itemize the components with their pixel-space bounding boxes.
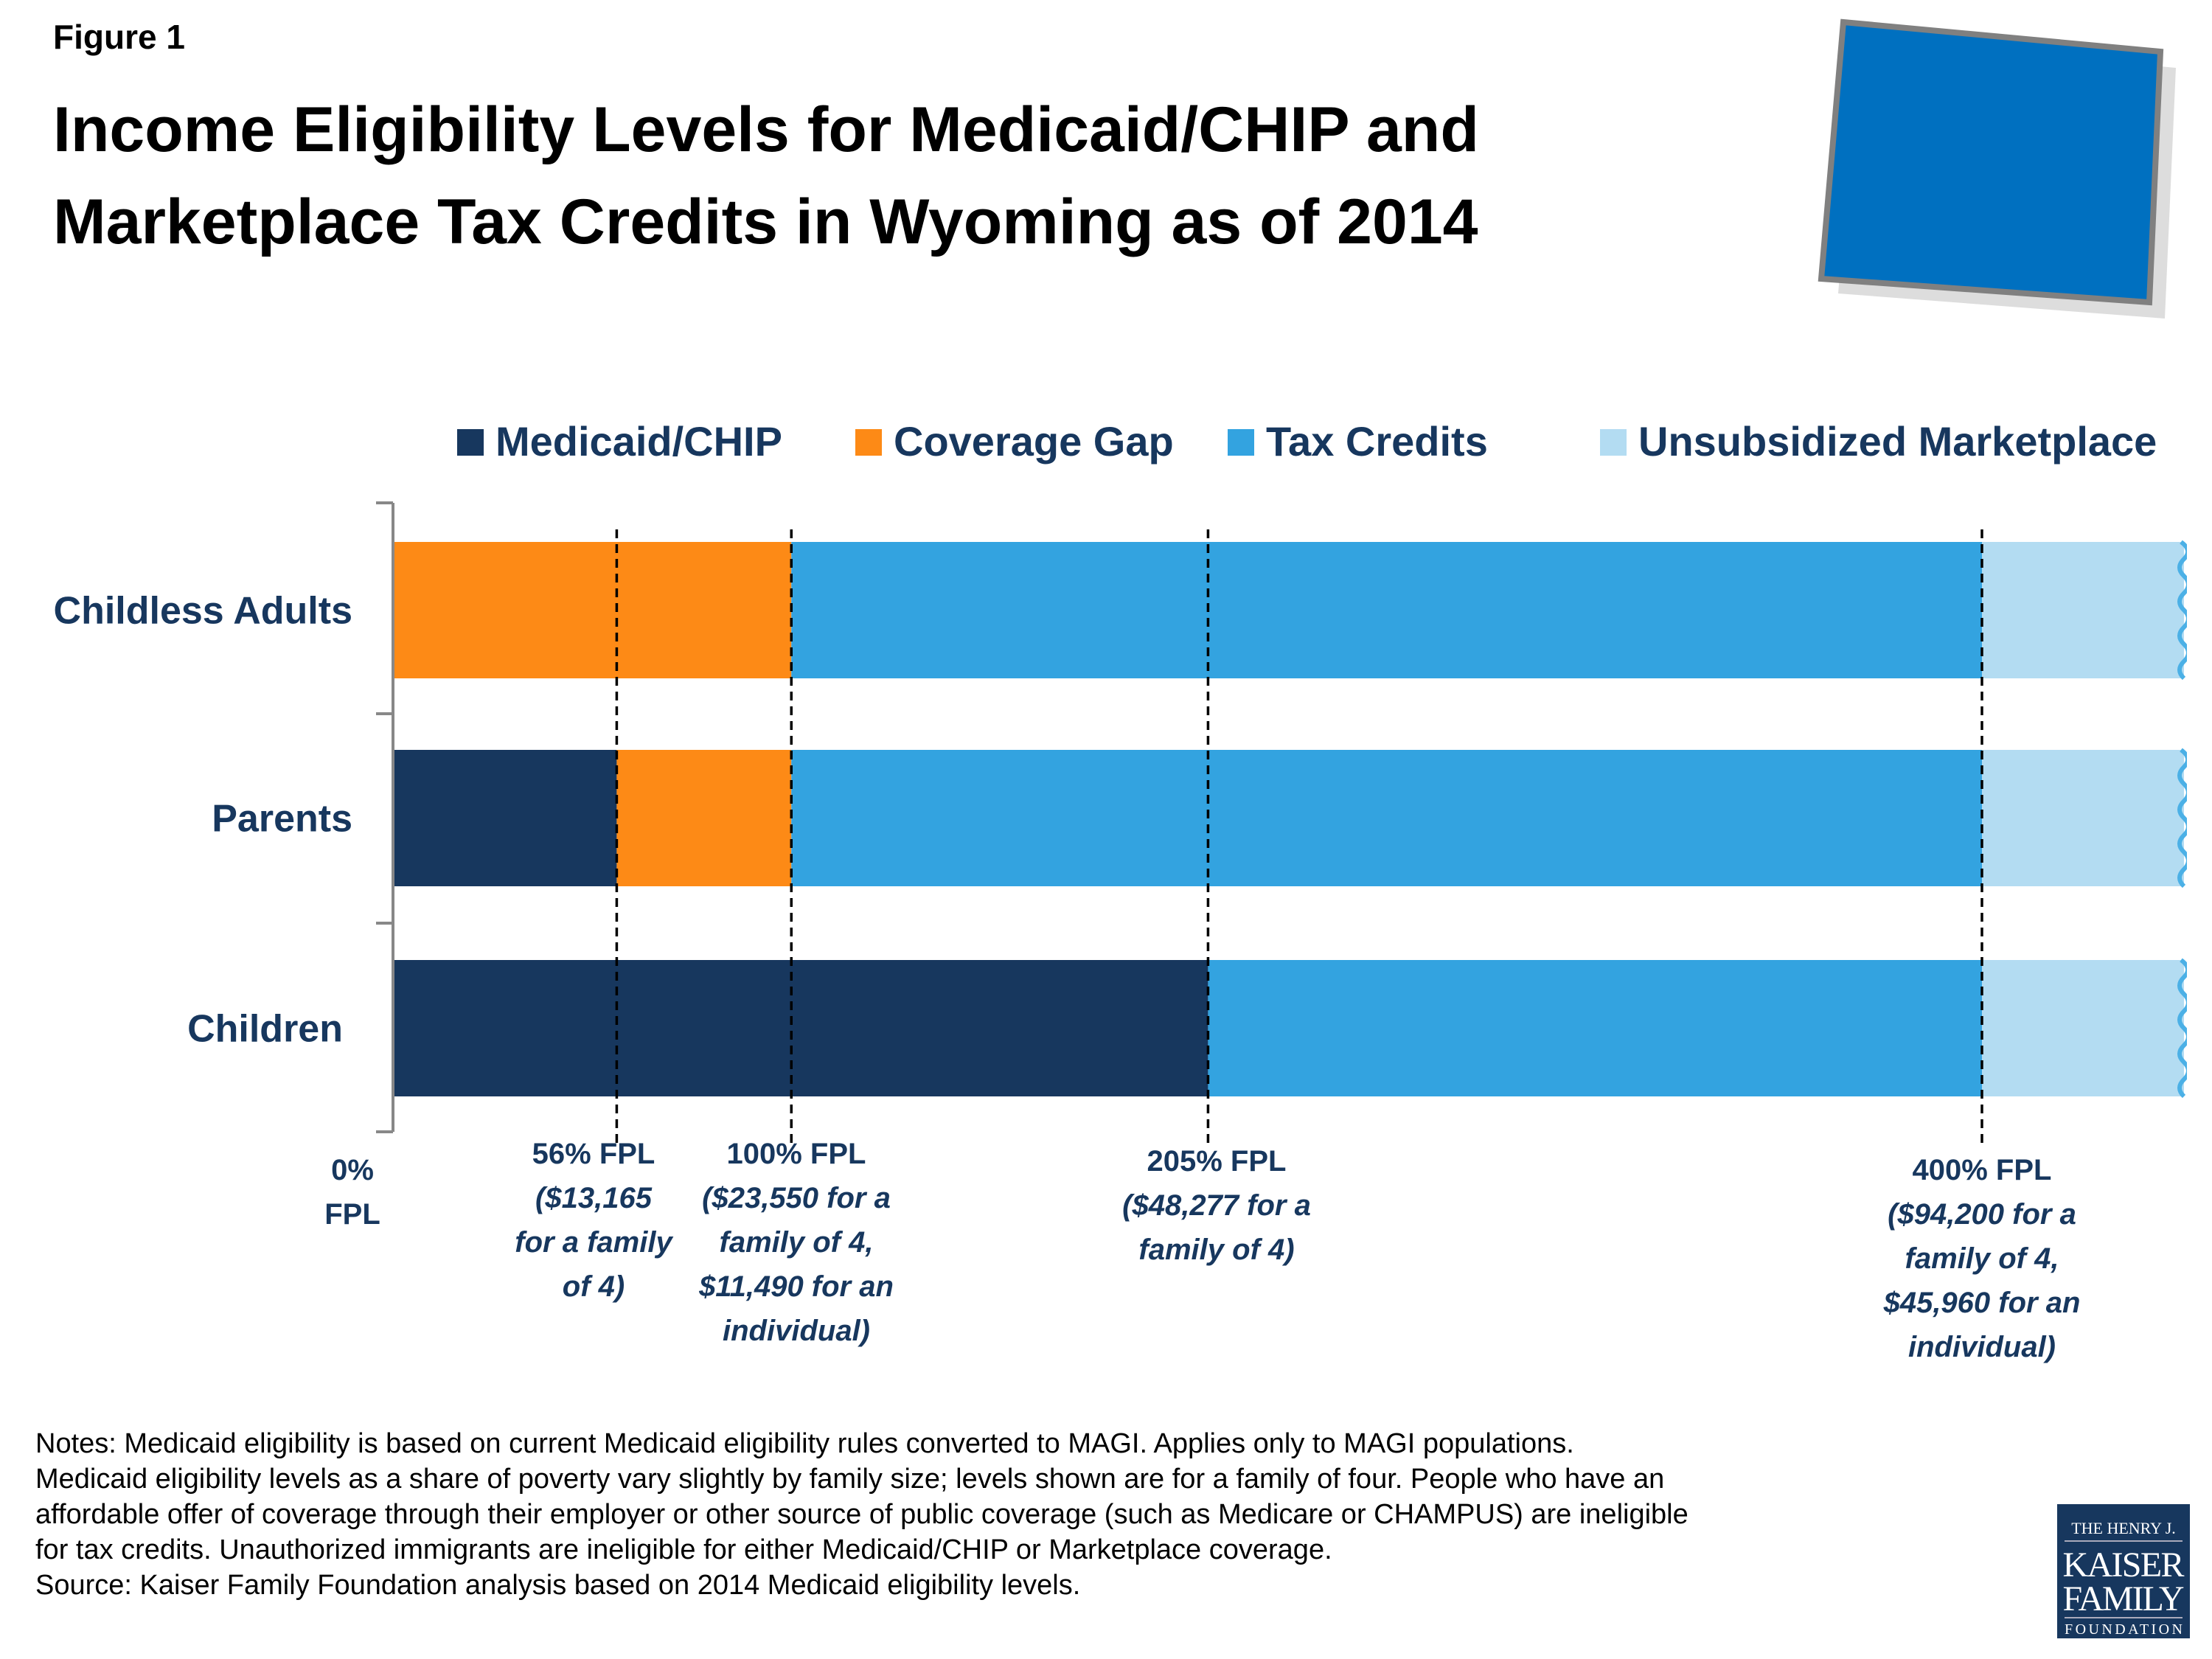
note-line: affordable offer of coverage through the… <box>35 1499 1688 1530</box>
category-label: Parents <box>212 798 352 841</box>
legend-swatch-1 <box>855 429 882 456</box>
threshold-label: ($13,165 <box>535 1182 653 1214</box>
threshold-label: 56% FPL <box>532 1138 655 1170</box>
threshold-label: 0% <box>331 1154 374 1186</box>
threshold-markers: 0% FPL 56% FPL ($13,165 for a family of 4) 100… <box>324 529 2080 1363</box>
threshold-label: individual) <box>1908 1331 2056 1363</box>
axis-break-mask <box>2187 540 2212 680</box>
category-label: Children <box>187 1008 343 1051</box>
threshold-label: ($94,200 for a <box>1888 1198 2076 1231</box>
wyoming-state-icon <box>1818 18 2176 319</box>
threshold-label: ($48,277 for a <box>1122 1189 1311 1222</box>
svg-text:THE HENRY J.: THE HENRY J. <box>2071 1519 2176 1537</box>
category-label: Childless Adults <box>54 590 352 633</box>
bar-segment-unsubsidized-marketplace <box>1982 960 2184 1096</box>
threshold-label: family of 4) <box>1138 1234 1294 1266</box>
threshold-label: of 4) <box>563 1270 625 1303</box>
bar-segment-medicaid-chip <box>394 960 1208 1096</box>
bar-segment-tax-credits <box>791 542 1982 678</box>
legend: Medicaid/CHIP Coverage Gap Tax Credits Unsu… <box>457 418 2157 465</box>
legend-label: Coverage Gap <box>894 418 1174 465</box>
threshold-label: family of 4, <box>720 1226 874 1259</box>
threshold-label: 100% FPL <box>727 1138 866 1170</box>
threshold-label: $11,490 for an <box>698 1270 894 1303</box>
bar-segment-unsubsidized-marketplace <box>1982 542 2184 678</box>
threshold-label: ($23,550 for a <box>702 1182 891 1214</box>
figure-label: Figure 1 <box>53 18 185 56</box>
kff-logo: THE HENRY J. KAISER FAMILY FOUNDATION <box>2057 1504 2190 1638</box>
svg-text:FOUNDATION: FOUNDATION <box>2065 1621 2183 1638</box>
legend-swatch-2 <box>1228 429 1254 456</box>
notes: Notes: Medicaid eligibility is based on … <box>35 1428 1688 1601</box>
legend-label: Medicaid/CHIP <box>495 418 782 465</box>
note-line: Source: Kaiser Family Foundation analysi… <box>35 1570 1080 1601</box>
threshold-label: individual) <box>723 1315 870 1347</box>
bar-segment-medicaid-chip <box>394 750 617 886</box>
note-line: for tax credits. Unauthorized immigrants… <box>35 1534 1332 1565</box>
legend-swatch-0 <box>457 429 484 456</box>
bar-segment-coverage-gap <box>616 750 792 886</box>
threshold-label: 400% FPL <box>1913 1154 2052 1186</box>
threshold-label: 205% FPL <box>1147 1145 1287 1178</box>
legend-label: Unsubsidized Marketplace <box>1638 418 2157 465</box>
svg-text:FAMILY: FAMILY <box>2063 1579 2185 1618</box>
note-line: Notes: Medicaid eligibility is based on … <box>35 1428 1574 1459</box>
legend-label: Tax Credits <box>1266 418 1488 465</box>
title-line-1: Income Eligibility Levels for Medicaid/C… <box>53 94 1479 165</box>
bar-segment-unsubsidized-marketplace <box>1982 750 2184 886</box>
category-axis: Childless Adults Parents Children <box>54 501 394 1133</box>
note-line: Medicaid eligibility levels as a share o… <box>35 1464 1664 1495</box>
bars <box>394 540 2212 1099</box>
title-line-2: Marketplace Tax Credits in Wyoming as of… <box>53 187 1478 257</box>
bar-segment-tax-credits <box>1208 960 1982 1096</box>
bar-segment-coverage-gap <box>394 542 792 678</box>
threshold-label: family of 4, <box>1905 1242 2059 1275</box>
threshold-label: $45,960 for an <box>1883 1287 2081 1319</box>
axis-break-mask <box>2187 748 2212 888</box>
legend-swatch-3 <box>1600 429 1627 456</box>
bar-segment-tax-credits <box>791 750 1982 886</box>
axis-break-mask <box>2187 959 2212 1098</box>
threshold-label: FPL <box>324 1198 380 1231</box>
threshold-label: for a family <box>515 1226 673 1259</box>
svg-text:KAISER: KAISER <box>2063 1545 2185 1585</box>
